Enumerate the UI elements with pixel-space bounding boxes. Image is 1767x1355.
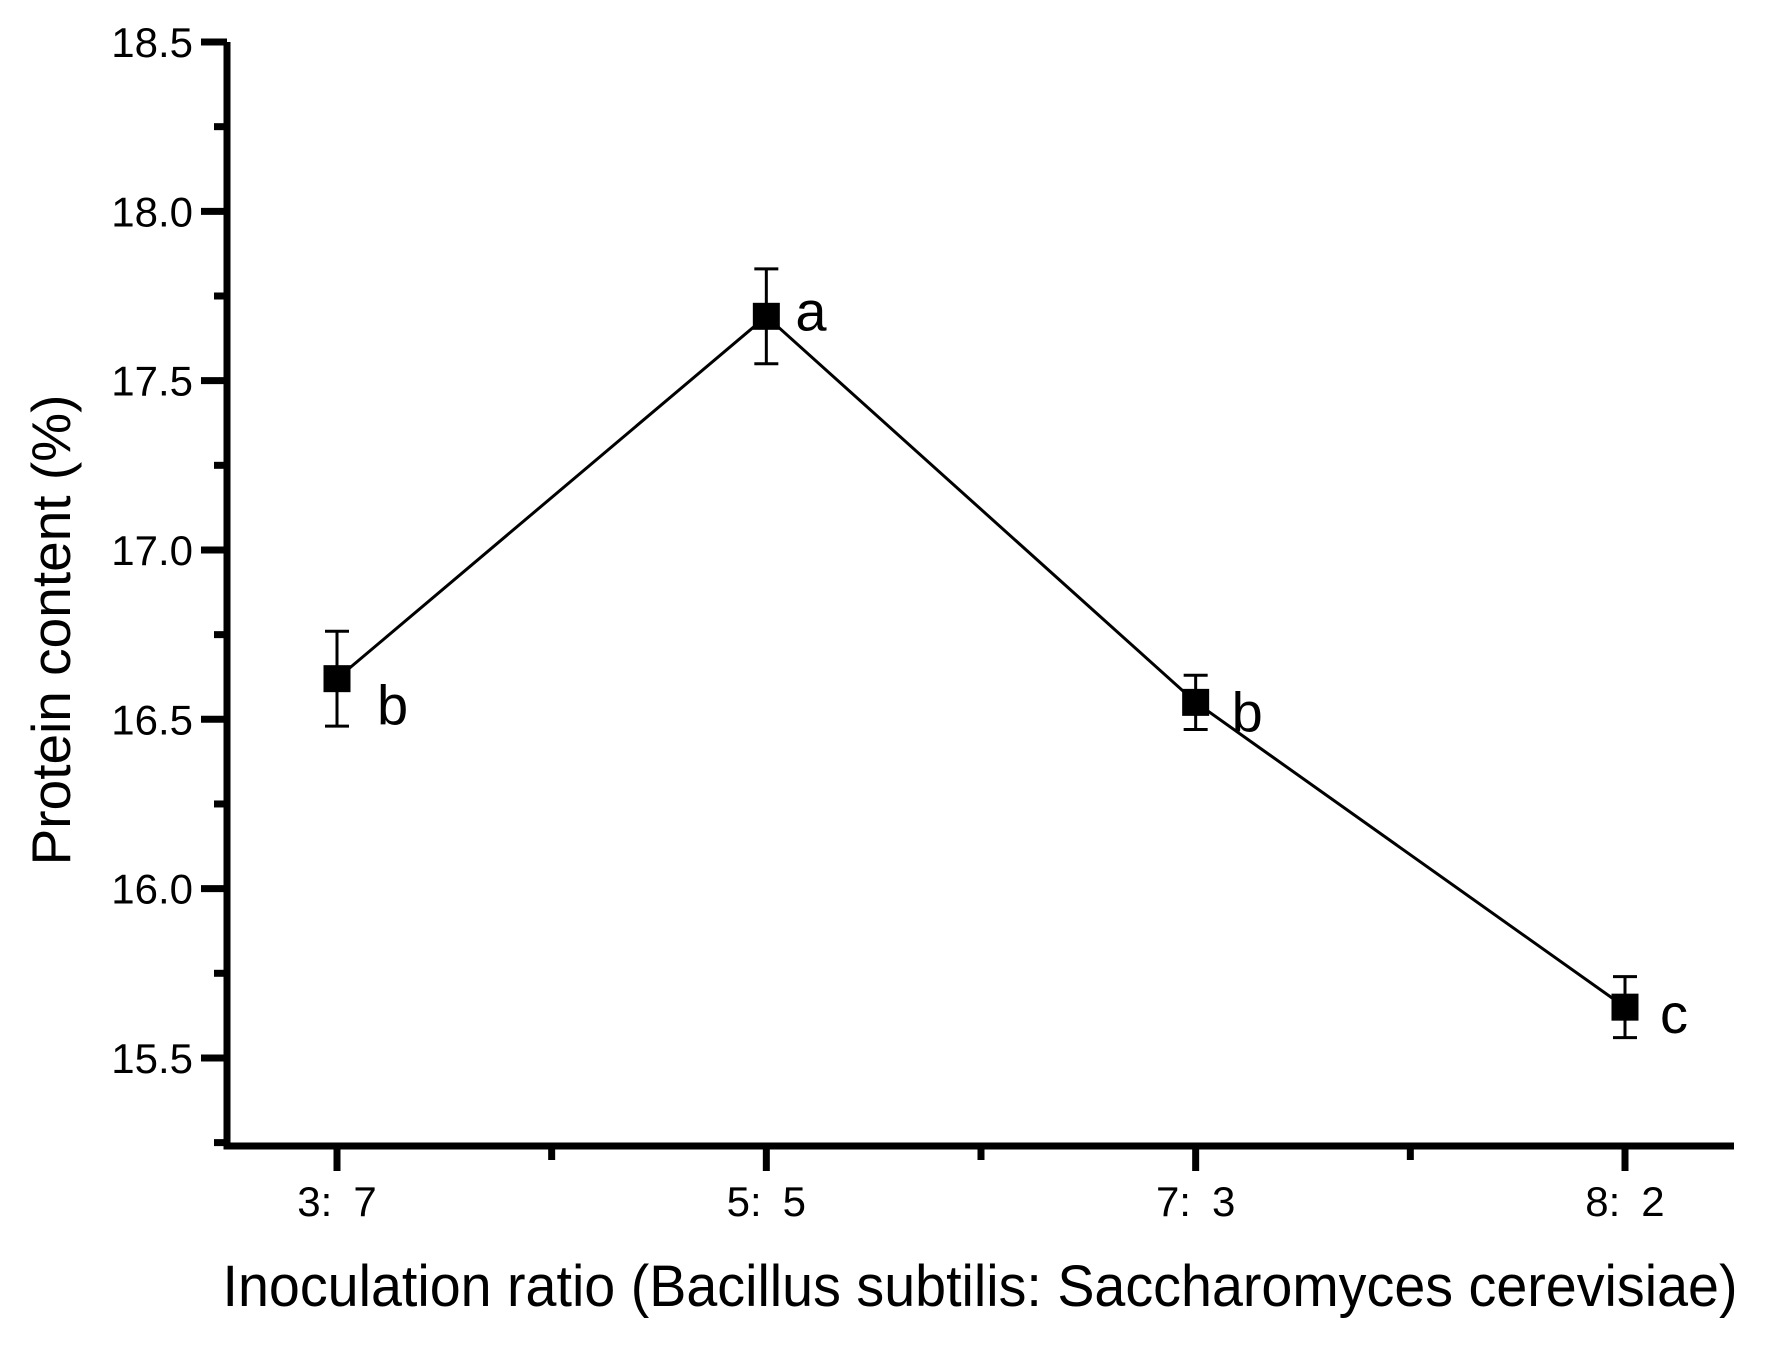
data-series-line	[336, 314, 1626, 1009]
y-tick-label: 18.0	[111, 188, 193, 235]
data-point-marker	[1611, 993, 1639, 1021]
x-tick-label: 3: 7	[297, 1178, 376, 1225]
x-tick-label: 8: 2	[1585, 1178, 1664, 1225]
y-tick-label: 17.5	[111, 358, 193, 405]
x-axis-title: Inoculation ratio (Bacillus subtilis: Sa…	[223, 1254, 1738, 1319]
x-tick-label: 7: 3	[1156, 1178, 1235, 1225]
point-significance-label: c	[1660, 982, 1688, 1045]
y-tick-label: 16.0	[111, 866, 193, 913]
y-axis-title: Protein content (%)	[20, 395, 82, 866]
data-series: b a b c	[323, 267, 1688, 1045]
data-point-marker	[323, 665, 351, 693]
x-tick-label: 5: 5	[727, 1178, 806, 1225]
y-tick-label: 15.5	[111, 1035, 193, 1082]
axes	[223, 42, 1734, 1150]
data-point-marker	[752, 302, 780, 330]
y-tick-label: 17.0	[111, 527, 193, 574]
point-significance-label: b	[1232, 680, 1263, 743]
point-significance-label: a	[795, 279, 827, 342]
point-significance-label: b	[377, 674, 408, 737]
data-point-marker	[1182, 688, 1210, 716]
x-axis-ticks: 3: 7 5: 5 7: 3 8: 2	[297, 1146, 1665, 1225]
y-tick-label: 16.5	[111, 696, 193, 743]
y-tick-label: 18.5	[111, 19, 193, 66]
y-axis-ticks: 18.5 18.0 17.5 17.0 16.5 16.0 15.5	[111, 19, 227, 1147]
